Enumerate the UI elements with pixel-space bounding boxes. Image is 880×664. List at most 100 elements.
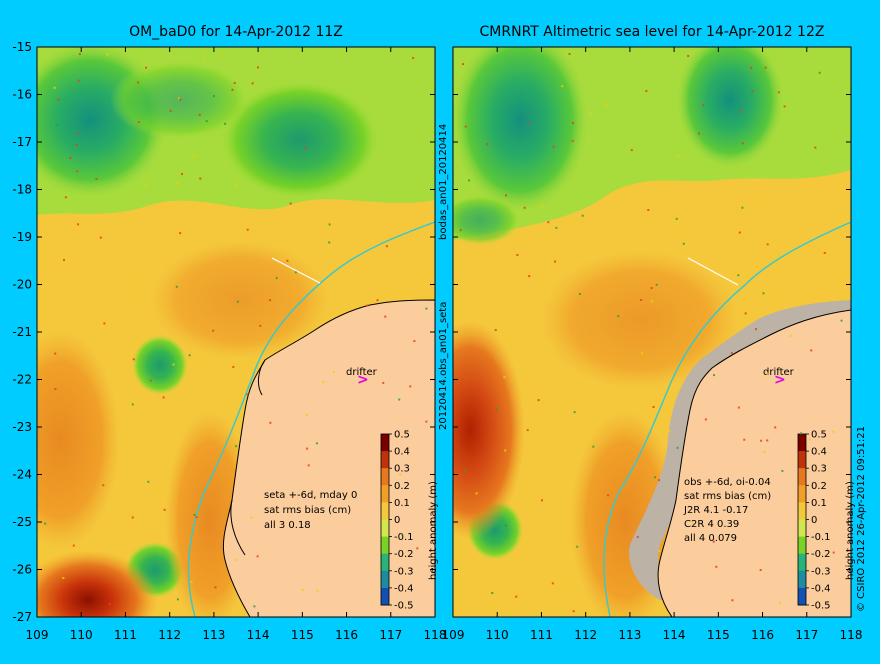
right-obs-point: [762, 292, 765, 295]
left-obs-point: [132, 358, 135, 361]
right-obs-point: [687, 54, 690, 57]
left-obs-point: [203, 57, 206, 60]
left-map: drifter > seta +-6d, mday 0 sat rms bias…: [37, 47, 435, 617]
left-map-high-west: [37, 330, 120, 550]
left-stat-line-1: seta +-6d, mday 0: [264, 490, 357, 501]
right-panel-title: CMRNRT Altimetric sea level for 14-Apr-2…: [480, 24, 825, 40]
left-obs-point: [144, 185, 147, 188]
left-drifter-label: drifter: [346, 367, 378, 378]
right-stat-line-1: obs +-6d, oi-0.04: [684, 477, 771, 488]
right-colorbar-tick-label: 0: [811, 515, 817, 526]
right-stat-line-4: C2R 4 0.39: [684, 519, 739, 530]
left-obs-point: [137, 121, 140, 124]
right-obs-point: [647, 209, 650, 212]
right-obs-point: [766, 243, 769, 246]
left-obs-point: [301, 589, 304, 592]
right-obs-point: [494, 329, 497, 332]
right-obs-point: [763, 450, 766, 453]
right-colorbar-segment: [798, 451, 806, 469]
left-map-high-shelf: [150, 240, 330, 360]
right-lon-tick-label: 114: [663, 628, 686, 642]
right-lon-tick-label: 110: [486, 628, 509, 642]
lat-tick-label: -26: [12, 563, 32, 577]
right-obs-point: [607, 494, 610, 497]
right-obs-point: [652, 405, 655, 408]
left-obs-point: [147, 480, 150, 483]
left-colorbar-tick-label: -0.2: [394, 549, 414, 560]
left-obs-point: [199, 177, 202, 180]
right-obs-point: [704, 418, 707, 421]
left-colorbar-segment: [381, 485, 389, 503]
lat-tick-label: -23: [12, 420, 32, 434]
left-map-coast-detail: [230, 359, 266, 556]
left-lon-tick-label: 118: [424, 628, 447, 642]
left-obs-point: [131, 218, 134, 221]
right-obs-point: [650, 300, 653, 303]
right-colorbar-tick-label: 0.3: [811, 464, 827, 475]
right-obs-point: [777, 91, 780, 94]
left-stat-line-2: sat rms bias (cm): [264, 505, 351, 516]
left-obs-point: [289, 202, 292, 205]
right-obs-point: [776, 288, 779, 291]
left-obs-point: [75, 144, 78, 147]
right-obs-point: [778, 602, 781, 605]
right-obs-point: [743, 438, 746, 441]
left-obs-point: [224, 122, 227, 125]
right-obs-point: [800, 432, 803, 435]
lat-tick-label: -17: [12, 135, 32, 149]
left-colorbar-segment: [381, 570, 389, 589]
left-obs-point: [328, 223, 331, 226]
left-colorbar-tick-label: 0: [394, 515, 400, 526]
right-colorbar-segment: [798, 468, 806, 486]
left-obs-point: [316, 589, 319, 592]
right-obs-point: [737, 274, 740, 277]
left-obs-point: [62, 258, 65, 261]
right-obs-point: [818, 71, 821, 74]
left-obs-point: [409, 385, 412, 388]
left-obs-point: [315, 442, 318, 445]
right-obs-point: [460, 598, 463, 601]
right-obs-point: [640, 351, 643, 354]
left-obs-point: [398, 398, 401, 401]
left-obs-point: [188, 354, 191, 357]
lat-tick-label: -18: [12, 183, 32, 197]
right-colorbar-segment: [798, 553, 806, 572]
right-obs-point: [715, 565, 718, 568]
left-colorbar-tick-label: 0.5: [394, 430, 410, 441]
right-obs-point: [676, 446, 679, 449]
left-obs-point: [102, 484, 105, 487]
left-lon-tick-label: 117: [379, 628, 402, 642]
left-obs-point: [152, 488, 155, 491]
right-obs-point: [464, 125, 467, 128]
left-obs-point: [328, 241, 331, 244]
right-obs-point: [686, 235, 689, 238]
left-obs-point: [212, 95, 215, 98]
right-stat-line-5: all 4 0.079: [684, 533, 737, 544]
left-obs-point: [77, 223, 80, 226]
right-obs-point: [741, 142, 744, 145]
left-colorbar-tick-label: -0.5: [394, 601, 414, 612]
left-obs-point: [136, 344, 139, 347]
right-obs-point: [571, 583, 574, 586]
left-obs-point: [179, 232, 182, 235]
right-obs-point: [682, 242, 685, 245]
right-drifter-marker-icon: >: [774, 372, 786, 388]
left-obs-point: [76, 131, 79, 134]
left-obs-point: [198, 113, 201, 116]
right-lon-tick-label: 109: [442, 628, 465, 642]
right-obs-point: [528, 275, 531, 278]
right-obs-point: [789, 334, 792, 337]
right-obs-point: [760, 195, 763, 198]
right-obs-point: [461, 63, 464, 66]
left-obs-point: [246, 393, 249, 396]
axis-layer: -15 -16 -17 -18 -19 -20 -21 -22 -23 -24 -25 -26 -27 1…: [12, 40, 862, 642]
left-obs-point: [286, 259, 289, 262]
middle-label-bottom: 20120414.obs_an01_seta: [438, 302, 449, 430]
right-obs-point: [741, 206, 744, 209]
right-obs-point: [630, 149, 633, 152]
right-obs-point: [832, 551, 835, 554]
credit-text: © CSIRO 2012 26-Apr-2012 09:51:21: [856, 426, 867, 612]
right-obs-point: [760, 439, 763, 442]
left-obs-point: [412, 56, 415, 59]
right-obs-point: [691, 521, 694, 524]
